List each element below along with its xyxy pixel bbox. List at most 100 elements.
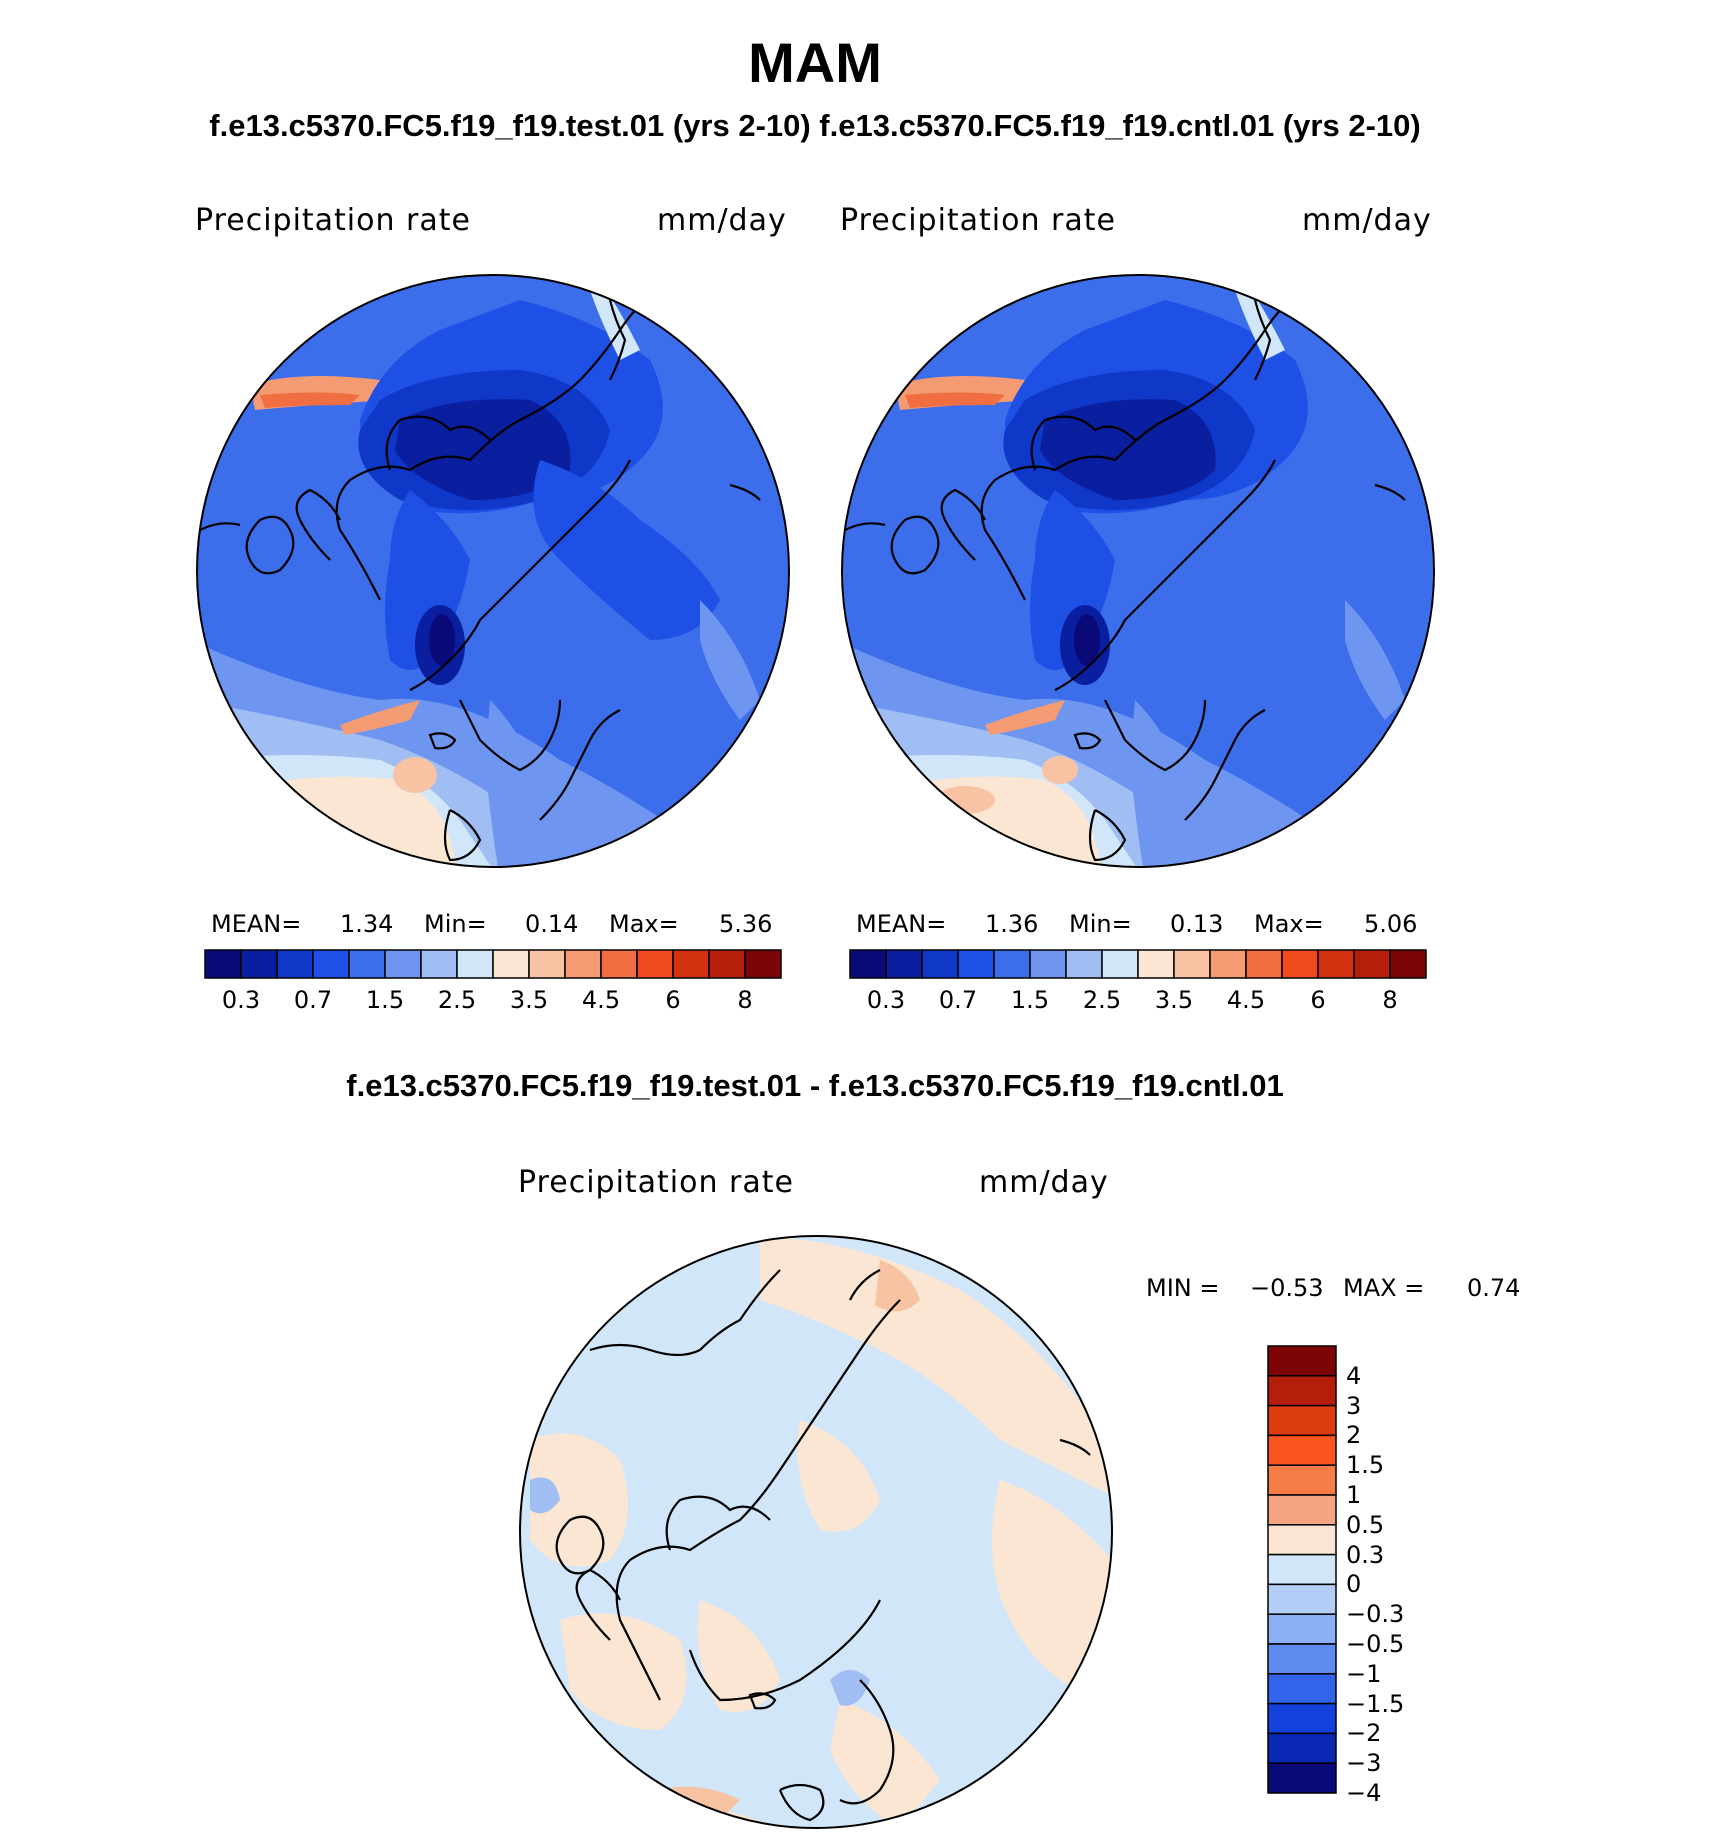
colorbar-swatch [993, 949, 1031, 979]
colorbar-swatch [672, 949, 710, 979]
colorbar-swatch [312, 949, 350, 979]
diff-colorbar-tick-label: 0.5 [1346, 1510, 1385, 1539]
colorbar-swatch [1353, 949, 1391, 979]
colorbar-tick-label: 1.5 [1010, 986, 1050, 1014]
diff-colorbar-swatch [1267, 1464, 1337, 1496]
diff-colorbar-swatch [1267, 1524, 1337, 1556]
panel2-variable-label: Precipitation rate [840, 203, 1116, 238]
colorbar-swatch [1065, 949, 1103, 979]
colorbar-swatch [1281, 949, 1319, 979]
diff-colorbar-swatch [1267, 1673, 1337, 1705]
colorbar-swatch [708, 949, 746, 979]
map1-boundary [196, 274, 790, 868]
diff-colorbar-tick-label: −1.5 [1346, 1689, 1405, 1718]
colorbar-swatch [636, 949, 674, 979]
colorbar-tick-label: 8 [737, 986, 753, 1014]
diff-colorbar-tick-label: 2 [1346, 1421, 1362, 1450]
colorbar-tick-label: 6 [665, 986, 681, 1014]
diff-max-label: MAX = [1343, 1274, 1425, 1302]
colorbar-swatch [1317, 949, 1355, 979]
colorbar-swatch [1101, 949, 1139, 979]
diff-colorbar-swatch [1267, 1345, 1337, 1377]
diff-colorbar-tick-label: 0 [1346, 1570, 1362, 1599]
colorbar-horizontal-2 [849, 949, 1427, 979]
colorbar-tick-label: 1.5 [365, 986, 405, 1014]
diff-colorbar-tick-label: −3 [1346, 1749, 1382, 1778]
panel1-min-label: Min= [424, 910, 487, 938]
diff-colorbar-swatch [1267, 1762, 1337, 1794]
panel1-min-value: 0.14 [525, 910, 579, 938]
panel1-mean-label: MEAN= [211, 910, 302, 938]
colorbar-swatch [744, 949, 782, 979]
diff-colorbar-tick-label: −0.3 [1346, 1600, 1405, 1629]
colorbar-swatch [1389, 949, 1427, 979]
diff-colorbar-tick-label: −4 [1346, 1779, 1382, 1807]
panel1-variable-label: Precipitation rate [195, 203, 471, 238]
panel1-max-value: 5.36 [719, 910, 773, 938]
colorbar-tick-label: 2.5 [1082, 986, 1122, 1014]
diff-colorbar-swatch [1267, 1404, 1337, 1437]
diff-colorbar-tick-label: −2 [1346, 1719, 1382, 1748]
map1-coastlines [199, 289, 761, 862]
colorbar-tick-label: 4.5 [581, 986, 621, 1014]
colorbar-swatch [1209, 949, 1247, 979]
diff-min-label: MIN = [1146, 1274, 1220, 1302]
colorbar-tick-label: 0.3 [221, 986, 261, 1014]
colorbar-vertical-diff [1267, 1345, 1337, 1794]
diff-units-label: mm/day [979, 1165, 1109, 1200]
diff-colorbar-tick-label: 4 [1346, 1361, 1362, 1390]
panel1-max-label: Max= [609, 910, 679, 938]
colorbar-swatch [921, 949, 959, 979]
figure-title: MAM [748, 31, 882, 94]
colorbar-swatch [1137, 949, 1175, 979]
colorbar-swatch [204, 949, 242, 979]
diff-colorbar-tick-label: 1.5 [1346, 1451, 1385, 1480]
colorbar-tick-label: 6 [1310, 986, 1326, 1014]
colorbar-swatch [564, 949, 602, 979]
colorbar-swatch [420, 949, 458, 979]
diff-max-value: 0.74 [1467, 1274, 1521, 1302]
colorbar-swatch [600, 949, 638, 979]
map3-field [520, 1236, 1112, 1828]
colorbar-horizontal-1 [204, 949, 782, 979]
panel2-min-label: Min= [1069, 910, 1132, 938]
diff-title: f.e13.c5370.FC5.f19_f19.test.01 - f.e13.… [346, 1068, 1284, 1103]
map2-boundary [841, 274, 1435, 868]
diff-colorbar-tick-label: −1 [1346, 1659, 1382, 1688]
diff-colorbar-tick-label: 1 [1346, 1481, 1362, 1509]
colorbar-swatch [240, 949, 278, 979]
colorbar-tick-label: 4.5 [1226, 986, 1266, 1014]
panel2-max-label: Max= [1254, 910, 1324, 938]
map3-coastlines [555, 1269, 1091, 1822]
colorbar-tick-label: 0.7 [293, 986, 333, 1014]
diff-colorbar-swatch [1267, 1613, 1337, 1645]
diff-colorbar-swatch [1267, 1375, 1337, 1407]
diff-colorbar-swatch [1267, 1732, 1337, 1764]
panel2-mean-label: MEAN= [856, 910, 947, 938]
colorbar-tick-label: 3.5 [1154, 986, 1194, 1014]
colorbar-swatch [528, 949, 566, 979]
colorbar-tick-label: 0.3 [866, 986, 906, 1014]
panel1-mean-value: 1.34 [340, 910, 394, 938]
diff-colorbar-swatch [1267, 1434, 1337, 1466]
colorbar-tick-label: 8 [1382, 986, 1398, 1014]
colorbar-swatch [384, 949, 422, 979]
colorbar-swatch [492, 949, 530, 979]
panel2-max-value: 5.06 [1364, 910, 1418, 938]
colorbar-swatch [276, 949, 314, 979]
panel1-units-label: mm/day [657, 203, 787, 238]
colorbar-swatch [1173, 949, 1211, 979]
panel2-min-value: 0.13 [1170, 910, 1224, 938]
map2-field [842, 275, 1434, 867]
diff-colorbar-swatch [1267, 1643, 1337, 1675]
panel2-units-label: mm/day [1302, 203, 1432, 238]
colorbar-swatch [456, 949, 494, 979]
colorbar-swatch [348, 949, 386, 979]
diff-min-value: −0.53 [1250, 1274, 1324, 1302]
map1-field [197, 275, 789, 867]
colorbar-tick-label: 3.5 [509, 986, 549, 1014]
diff-colorbar-swatch [1267, 1494, 1337, 1526]
figure-subtitle: f.e13.c5370.FC5.f19_f19.test.01 (yrs 2-1… [209, 108, 1421, 143]
map3-boundary [519, 1235, 1113, 1829]
diff-colorbar-tick-label: 0.3 [1346, 1540, 1385, 1569]
